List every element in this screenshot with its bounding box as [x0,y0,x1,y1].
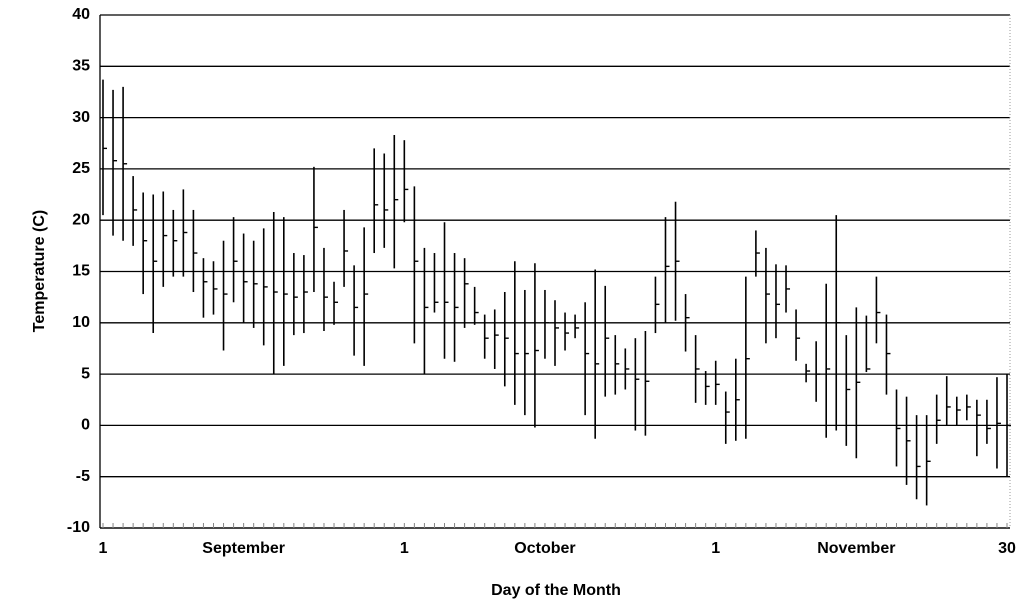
x-tick-label: October [514,540,575,557]
y-tick-label: 35 [72,58,90,75]
y-tick-label: 25 [72,160,90,177]
x-tick-label: 30 [998,540,1016,557]
y-tick-label: 5 [81,365,90,382]
y-tick-label: -5 [76,468,90,485]
x-tick-label: November [817,540,895,557]
x-tick-label: September [202,540,285,557]
x-tick-label: 1 [99,540,108,557]
y-axis-label: Temperature (C) [31,210,48,332]
x-tick-label: 1 [711,540,720,557]
y-tick-label: 15 [72,263,90,280]
x-axis-label: Day of the Month [491,582,621,599]
y-tick-label: 10 [72,314,90,331]
y-tick-label: 30 [72,109,90,126]
y-tick-label: 40 [72,6,90,23]
y-tick-label: 20 [72,211,90,228]
y-tick-label: 0 [81,417,90,434]
x-tick-label: 1 [400,540,409,557]
y-tick-label: -10 [67,519,90,536]
